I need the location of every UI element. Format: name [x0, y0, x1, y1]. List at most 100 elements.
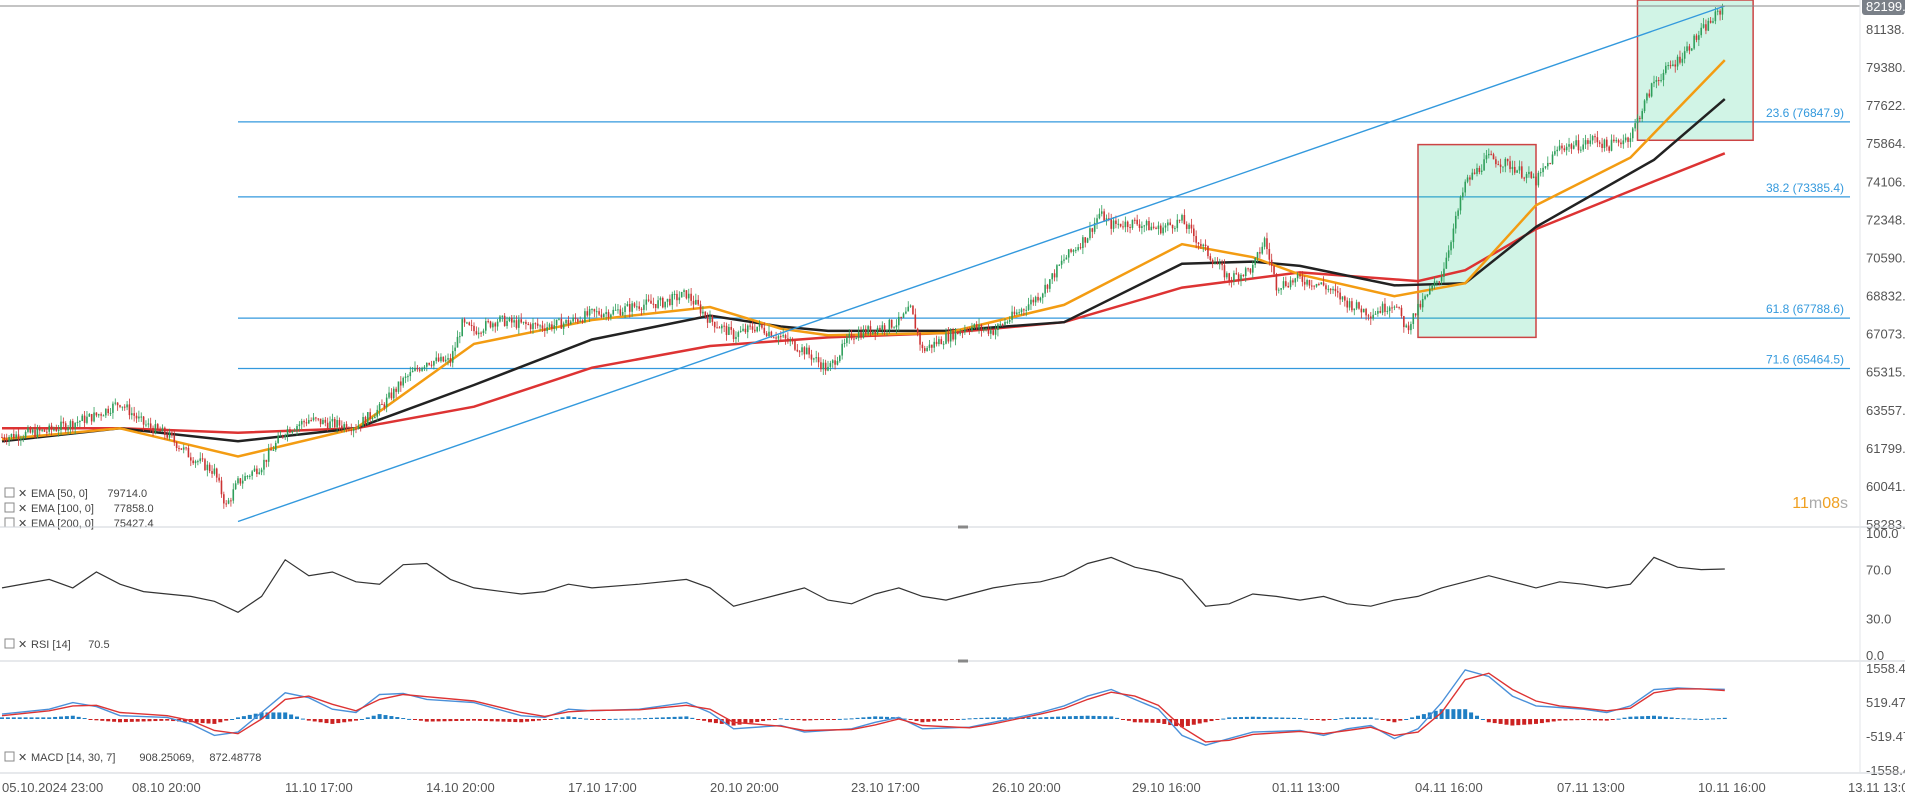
legend-close-icon[interactable]: ✕	[18, 503, 27, 515]
macd-histogram-bar	[1628, 716, 1633, 719]
macd-histogram-bar	[1362, 717, 1367, 719]
countdown-sec-unit: s	[1840, 495, 1848, 512]
macd-histogram-bar	[477, 718, 482, 721]
candle-body	[1325, 285, 1327, 290]
candle-body	[916, 328, 919, 334]
candle-body	[536, 323, 539, 326]
candle-body	[758, 324, 761, 327]
macd-histogram-bar	[1421, 714, 1426, 719]
candle-body	[152, 427, 154, 434]
trendline-segment[interactable]	[237, 5, 1726, 523]
macd-histogram-bar	[171, 718, 176, 722]
candle-body	[1313, 285, 1315, 287]
candle-body	[1129, 227, 1131, 229]
time-axis-tick: 04.11 16:00	[1415, 780, 1483, 795]
fibonacci-levels[interactable]: 23.6 (76847.9) 38.2 (73385.4) 61.8 (67788.…	[238, 106, 1850, 370]
legend-settings-icon[interactable]	[4, 502, 15, 513]
candle-body	[357, 425, 360, 429]
candle-body	[1653, 81, 1655, 84]
trendline[interactable]	[237, 5, 1726, 523]
macd-histogram-bar	[483, 718, 488, 722]
macd-histogram-bar	[1486, 718, 1491, 723]
candle-body	[1299, 274, 1301, 277]
macd-histogram-bar	[1209, 718, 1214, 722]
candle-body	[232, 489, 235, 501]
macd-histogram-bar	[1492, 718, 1497, 724]
candle-body	[765, 333, 768, 337]
candle-body	[643, 304, 645, 310]
candle-body	[88, 414, 91, 417]
rsi-close-icon[interactable]: ✕	[18, 639, 27, 651]
candle-body	[940, 339, 943, 345]
legend-settings-icon[interactable]	[4, 487, 15, 498]
highlight-box[interactable]	[1636, 0, 1754, 142]
macd-histogram-bar	[253, 713, 258, 719]
candle-body	[461, 319, 463, 337]
macd-histogram-bar	[1598, 718, 1603, 721]
candle-body	[1483, 159, 1485, 171]
candle-body	[957, 331, 959, 335]
macd-settings-icon[interactable]	[4, 751, 15, 762]
candle-body	[1280, 288, 1282, 290]
candle-body	[1495, 159, 1497, 165]
candle-body	[1134, 219, 1136, 221]
legend-close-icon[interactable]: ✕	[18, 488, 27, 500]
candle-body	[787, 338, 789, 342]
candle-body	[1606, 139, 1608, 147]
candle-body	[1525, 174, 1528, 179]
panel-dividers[interactable]	[0, 0, 1905, 774]
candle-body	[256, 468, 258, 475]
macd-histogram-bar	[135, 718, 140, 722]
candle-body	[1287, 285, 1289, 288]
candle-body	[404, 376, 407, 378]
legend-settings-icon[interactable]	[4, 517, 15, 528]
macd-panel[interactable]: 1558.427 519.4756 -519.4756 -1558.43 ✕ MACD […	[0, 661, 1905, 778]
candle-body	[617, 309, 619, 311]
candle-body	[1174, 228, 1176, 230]
candle-body	[848, 333, 851, 338]
candle-body	[218, 477, 220, 481]
time-axis-tick: 14.10 20:00	[426, 780, 495, 795]
macd-histogram-bar	[430, 718, 435, 722]
macd-histogram-bar	[1221, 718, 1226, 720]
macd-histogram-bar	[300, 718, 305, 720]
rsi-settings-icon[interactable]	[4, 638, 15, 649]
candle-body	[610, 314, 612, 318]
candle-body	[1004, 321, 1006, 325]
rsi-panel[interactable]: 100.0 70.0 30.0 0.0 ✕ RSI [14] 70.5	[1, 526, 1899, 663]
candle-body	[1398, 306, 1400, 308]
price-panel[interactable]: 23.6 (76847.9) 38.2 (73385.4) 61.8 (67788.…	[0, 0, 1905, 532]
candle-body	[952, 330, 954, 340]
legend-close-icon[interactable]: ✕	[18, 518, 27, 530]
candle-body	[796, 349, 799, 352]
candle-body	[544, 328, 546, 331]
candle-body	[1410, 324, 1412, 331]
macd-histogram-bar	[123, 718, 128, 723]
highlight-boxes[interactable]	[1417, 0, 1754, 339]
macd-histogram-bar	[418, 718, 423, 721]
candle-body	[27, 428, 29, 432]
macd-histogram-bar	[938, 718, 943, 721]
candle-body	[1079, 247, 1082, 249]
candle-body	[820, 362, 822, 370]
candle-body	[1707, 20, 1710, 31]
candle-body	[426, 362, 428, 367]
candle-body	[499, 316, 501, 322]
macd-close-icon[interactable]: ✕	[18, 752, 27, 764]
candle-body	[1601, 143, 1603, 149]
candle-body	[1301, 276, 1304, 282]
macd-histogram-bar	[342, 718, 347, 723]
macd-histogram-bar	[371, 715, 376, 719]
candle-body	[319, 418, 322, 425]
candle-body	[1053, 273, 1056, 278]
candle-body	[1665, 65, 1667, 73]
candle-body	[588, 309, 591, 316]
candle-body	[1403, 316, 1405, 328]
candle-body	[161, 427, 164, 432]
macd-histogram-bar	[784, 718, 789, 720]
candle-body	[525, 321, 527, 324]
macd-histogram-bar	[1516, 718, 1521, 726]
candle-body	[435, 357, 438, 362]
candle-body	[1006, 321, 1009, 323]
